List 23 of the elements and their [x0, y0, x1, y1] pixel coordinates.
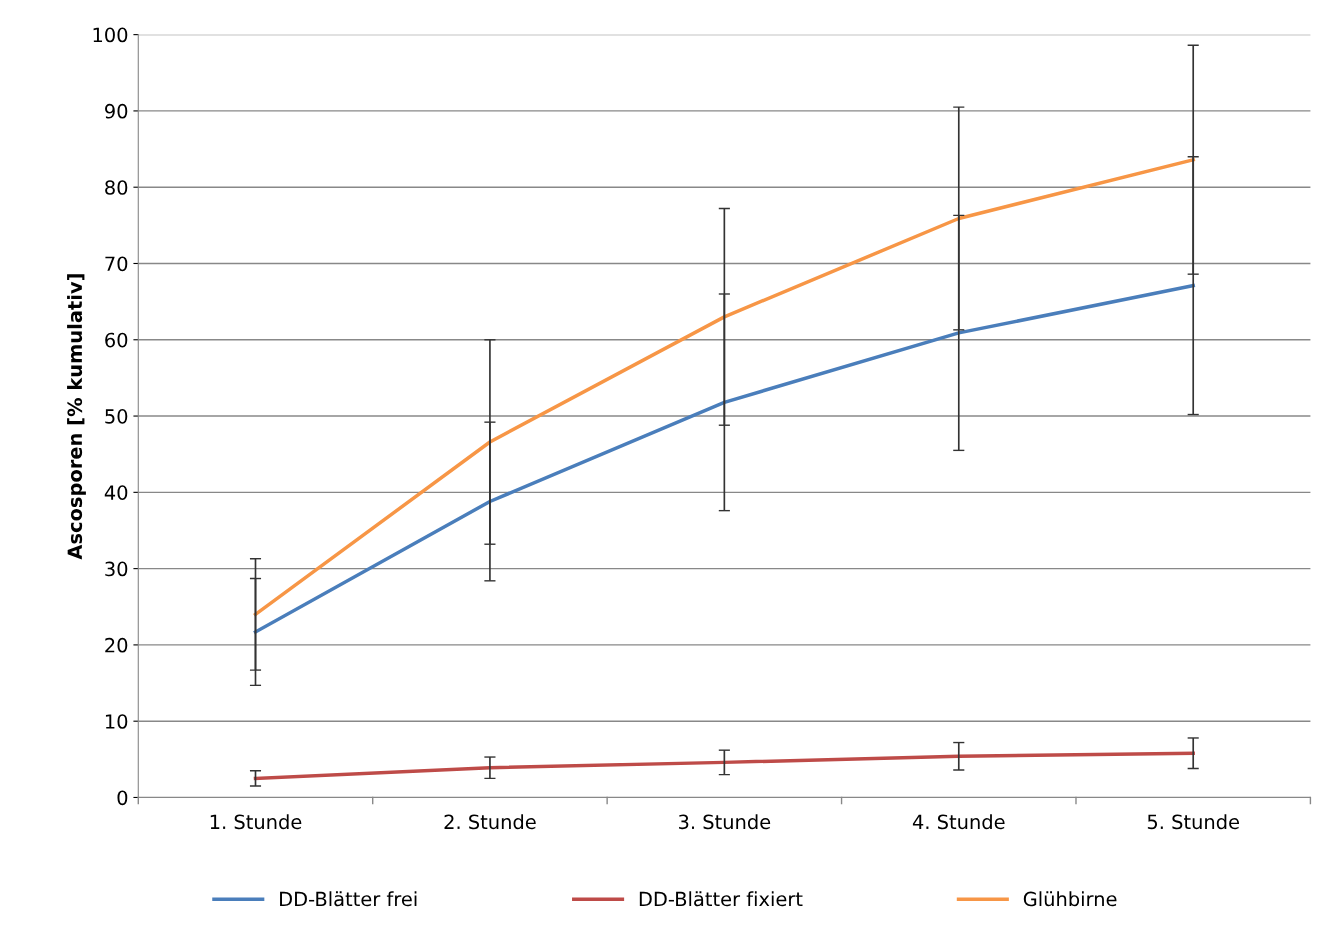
y-tick-label: 20 — [105, 637, 128, 653]
line-series — [253, 751, 1195, 781]
y-tick-label: 50 — [105, 409, 128, 424]
x-tick-label: 5. Stunde — [1147, 814, 1239, 830]
y-tick-label: 10 — [105, 714, 128, 729]
y-tick-label: 40 — [104, 485, 128, 500]
legend-label: DD-Blätter frei — [280, 891, 417, 907]
line-series — [253, 158, 1195, 617]
legend-label: Glühbirne — [1023, 891, 1117, 907]
y-tick-label: 80 — [105, 180, 128, 195]
x-tick-label: 3. Stunde — [679, 814, 771, 830]
y-tick-label: 30 — [105, 561, 128, 577]
x-tick-label: 2. Stunde — [444, 814, 536, 830]
legend-label: DD-Blätter fixiert — [639, 891, 803, 907]
y-tick-label: 90 — [105, 103, 128, 119]
y-tick-label: 100 — [93, 27, 128, 43]
y-tick-label: 0 — [117, 790, 128, 806]
y-tick-label: 70 — [105, 256, 128, 272]
x-tick-label: 4. Stunde — [912, 814, 1005, 830]
line-series — [253, 283, 1195, 634]
y-tick-label: 60 — [105, 332, 128, 348]
x-tick-label: 1. Stunde — [210, 814, 302, 830]
y-axis-title: Ascosporen [% kumulativ] — [67, 274, 86, 560]
